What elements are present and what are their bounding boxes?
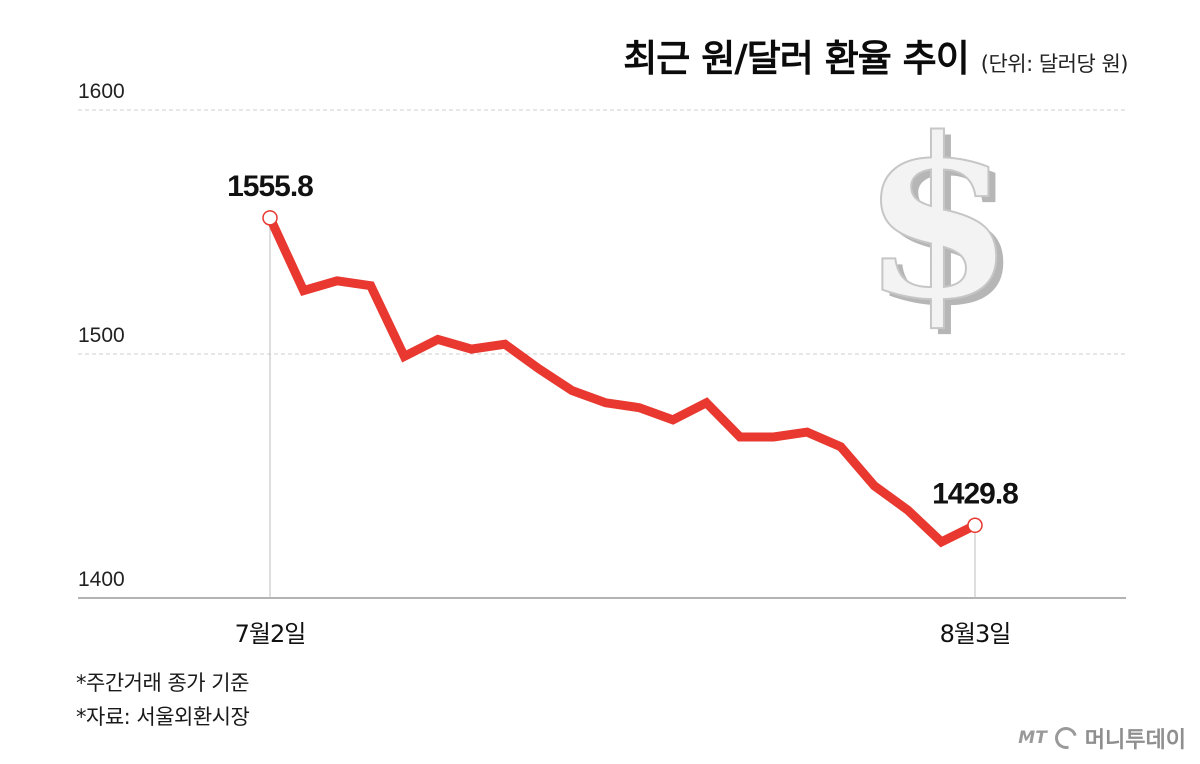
series-line xyxy=(265,215,977,548)
data-label-21: 1429.8 xyxy=(932,477,1018,510)
footnotes: *주간거래 종가 기준 *자료: 서울외환시장 xyxy=(76,666,250,734)
brand-mark: MT xyxy=(1018,728,1047,748)
unit-label: (단위: 달러당 원) xyxy=(980,52,1129,76)
svg-text:$: $ xyxy=(868,95,1021,354)
label-layer: 1555.8 1429.8 7월2일 8월3일 xyxy=(227,170,1019,648)
brand-swirl-icon xyxy=(1050,722,1081,754)
title-block: 최근 원/달러 환율 추이 (단위: 달러당 원) xyxy=(623,28,1128,82)
chart-title: 최근 원/달러 환율 추이 xyxy=(623,37,970,80)
series-line-layer xyxy=(262,210,983,548)
footnote-source: *자료: 서울외환시장 xyxy=(76,705,250,729)
x-tick-label-0: 7월2일 xyxy=(235,620,306,648)
y-tick-label-1400: 1400 xyxy=(78,568,125,591)
y-tick-label-1600: 1600 xyxy=(78,80,125,103)
data-point-21 xyxy=(967,517,983,534)
dollar-sign-icon: $ $ xyxy=(860,88,1021,354)
brand-logo: MT 머니투데이 xyxy=(1018,722,1186,754)
brand-name: 머니투데이 xyxy=(1084,728,1186,753)
footnote-basis: *주간거래 종가 기준 xyxy=(76,671,249,695)
svg-text:$: $ xyxy=(861,89,1014,348)
data-point-0 xyxy=(262,210,278,226)
x-tick-label-21: 8월3일 xyxy=(940,620,1011,648)
axis-layer: 1400 1500 1600 xyxy=(78,80,1126,599)
y-tick-label-1500: 1500 xyxy=(78,324,125,347)
data-label-0: 1555.8 xyxy=(227,170,313,203)
